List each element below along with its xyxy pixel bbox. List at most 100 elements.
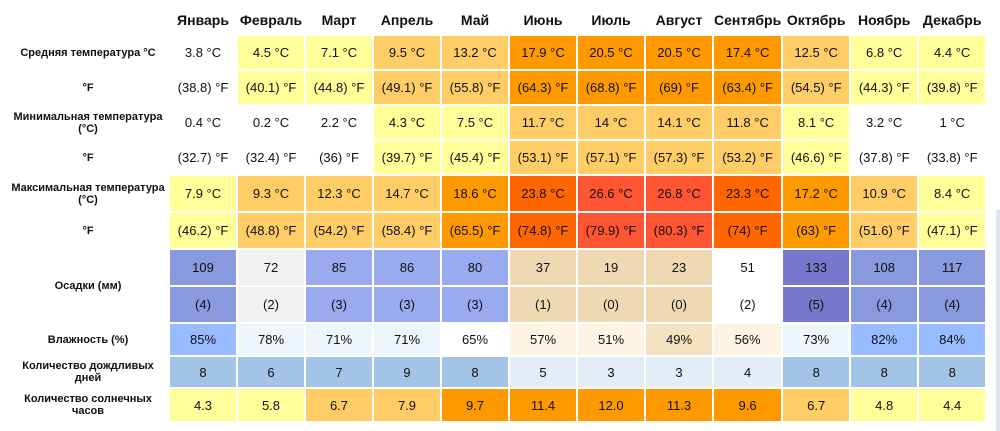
table-cell: 4.4: [919, 389, 986, 421]
table-row: Влажность (%) 85% 78% 71% 71% 65% 57% 51% 49% 56%…: [8, 324, 986, 355]
row-label: Количество солнечных часов: [24, 393, 152, 417]
table-cell: 109: [170, 250, 236, 285]
table-cell: (4): [170, 287, 236, 322]
table-cell: 6.7: [783, 389, 850, 421]
table-cell: 14.7 °C: [374, 176, 440, 211]
table-cell: 17.9 °C: [510, 36, 576, 69]
table-cell: 85: [306, 250, 372, 285]
table-cell: 11.4: [510, 389, 576, 421]
table-cell: 2.2 °C: [306, 106, 372, 139]
table-cell: 82%: [851, 324, 918, 355]
table-cell: (69) °F: [646, 71, 712, 104]
table-cell: 86: [374, 250, 440, 285]
table-cell: 26.8 °C: [646, 176, 712, 211]
table-cell: (54.2) °F: [306, 213, 372, 248]
table-cell: (55.8) °F: [442, 71, 508, 104]
row-label: Количество дождливых дней: [22, 360, 154, 384]
table-cell: (33.8) °F: [919, 141, 986, 174]
table-cell: (5): [783, 287, 850, 322]
month-header: Февраль: [239, 11, 303, 28]
row-label: °F: [82, 151, 94, 164]
table-cell: (3): [442, 287, 508, 322]
month-header: Июнь: [523, 11, 563, 28]
row-label: Максимальная температура (°C): [11, 181, 165, 206]
table-cell: 1 °C: [919, 106, 986, 139]
table-cell: 12.3 °C: [306, 176, 372, 211]
row-label: Минимальная температура (°C): [13, 110, 163, 135]
table-cell: 7.9: [374, 389, 440, 421]
table-cell: 7.9 °C: [170, 176, 236, 211]
table-cell: 8: [783, 357, 850, 387]
table-cell: 7: [306, 357, 372, 387]
header-corner: [8, 5, 168, 34]
table-row: Количество солнечных часов 4.3 5.8 6.7 7.9 9.…: [8, 389, 986, 421]
table-cell: 5: [510, 357, 576, 387]
climate-table-body: Средняя температура °C 3.8 °C 4.5 °C 7.1 °C…: [8, 36, 986, 421]
table-cell: 8: [851, 357, 918, 387]
table-cell: 12.0: [578, 389, 644, 421]
table-cell: 78%: [238, 324, 304, 355]
table-row: °F (46.2) °F (48.8) °F (54.2) °F (58.4) °F (6…: [8, 213, 986, 248]
table-cell: (4): [851, 287, 918, 322]
table-row: °F (38.8) °F (40.1) °F (44.8) °F (49.1) °F (5…: [8, 71, 986, 104]
table-cell: (36) °F: [306, 141, 372, 174]
table-cell: (48.8) °F: [238, 213, 304, 248]
table-cell: (79.9) °F: [578, 213, 644, 248]
climate-table: Январь Февраль Март Апрель Май Июнь Июль Август…: [6, 3, 987, 423]
header-row: Январь Февраль Март Апрель Май Июнь Июль Август…: [8, 5, 985, 34]
table-cell: 84%: [919, 324, 986, 355]
table-cell: (0): [646, 287, 712, 322]
month-header: Апрель: [380, 11, 434, 28]
table-cell: 6.8 °C: [851, 36, 918, 69]
table-cell: (40.1) °F: [238, 71, 304, 104]
table-cell: (80.3) °F: [646, 213, 712, 248]
table-cell: 12.5 °C: [783, 36, 850, 69]
table-cell: 9.3 °C: [238, 176, 304, 211]
table-cell: (44.3) °F: [851, 71, 918, 104]
table-cell: 7.5 °C: [442, 106, 508, 139]
table-cell: (45.4) °F: [442, 141, 508, 174]
table-row: Количество дождливых дней 8 6 7 9 8 5 3 3 4 8 8 8: [8, 357, 986, 387]
table-cell: 23.3 °C: [714, 176, 782, 211]
table-row: (4) (2) (3) (3) (3) (1) (0) (0) (2) (5) (4) (4): [8, 287, 986, 322]
table-cell: 8: [442, 357, 508, 387]
table-cell: 37: [510, 250, 576, 285]
table-cell: 108: [851, 250, 918, 285]
table-cell: 23: [646, 250, 712, 285]
table-cell: (0): [578, 287, 644, 322]
table-cell: 10.9 °C: [851, 176, 918, 211]
table-cell: 17.2 °C: [783, 176, 850, 211]
table-cell: 11.7 °C: [510, 106, 576, 139]
table-cell: 3: [646, 357, 712, 387]
table-row: Осадки (мм) 109 72 85 86 80 37 19 23 51 133 108 117: [8, 250, 986, 292]
table-cell: (4): [919, 287, 986, 322]
table-cell: 4.5 °C: [238, 36, 304, 69]
table-cell: (58.4) °F: [374, 213, 440, 248]
table-cell: 9.7: [442, 389, 508, 421]
table-cell: 11.8 °C: [714, 106, 782, 139]
table-cell: 4: [714, 357, 782, 387]
table-cell: 4.8: [851, 389, 918, 421]
table-cell: 11.3: [646, 389, 712, 421]
table-cell: (74.8) °F: [510, 213, 576, 248]
table-cell: 4.3 °C: [374, 106, 440, 139]
table-cell: (63.4) °F: [714, 71, 782, 104]
table-cell: (68.8) °F: [578, 71, 644, 104]
table-cell: (39.7) °F: [374, 141, 440, 174]
table-cell: (47.1) °F: [919, 213, 986, 248]
table-cell: (32.4) °F: [238, 141, 304, 174]
table-cell: 26.6 °C: [578, 176, 644, 211]
table-cell: 80: [442, 250, 508, 285]
row-label: °F: [82, 81, 94, 94]
table-cell: (53.2) °F: [714, 141, 782, 174]
table-cell: 0.2 °C: [238, 106, 304, 139]
month-header: Август: [655, 11, 703, 28]
month-header: Май: [460, 11, 490, 28]
table-cell: 3.2 °C: [851, 106, 918, 139]
table-cell: (57.3) °F: [646, 141, 712, 174]
table-cell: 72: [238, 250, 304, 285]
table-cell: (46.2) °F: [170, 213, 236, 248]
table-cell: 7.1 °C: [306, 36, 372, 69]
scrollbar-track[interactable]: [996, 210, 1000, 431]
